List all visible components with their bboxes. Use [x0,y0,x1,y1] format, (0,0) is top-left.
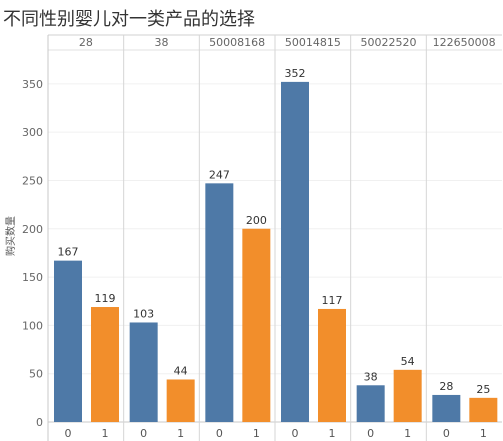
x-tick-label-38-1: 1 [177,427,184,440]
x-tick-label-50022520-1: 1 [404,427,411,440]
bar-50022520-0 [356,385,385,422]
y-tick-label-250: 250 [22,174,43,187]
value-label-50022520-0: 38 [364,370,378,383]
chart-title: 不同性别婴儿对一类产品的选择 [3,9,255,30]
x-tick-label-28-0: 0 [65,427,72,440]
x-tick-label-50008168-1: 1 [253,427,260,440]
facet-label-50014815: 50014815 [285,36,341,49]
value-label-38-0: 103 [133,307,154,320]
bar-122650008-1 [469,397,498,422]
value-label-50014815-1: 117 [322,294,343,307]
bar-122650008-0 [432,394,461,422]
bar-50022520-1 [393,369,422,422]
value-label-50008168-1: 200 [246,214,267,227]
value-label-122650008-0: 28 [439,380,453,393]
value-label-50014815-0: 352 [285,67,306,80]
value-label-38-1: 44 [174,364,188,377]
x-tick-label-50014815-1: 1 [329,427,336,440]
value-label-50008168-0: 247 [209,168,230,181]
facet-label-28: 28 [79,36,93,49]
bar-50008168-0 [205,183,234,422]
bar-50014815-0 [281,81,309,422]
bar-layer [54,81,498,422]
x-tick-label-38-0: 0 [140,427,147,440]
y-tick-label-300: 300 [22,126,43,139]
x-tick-label-50008168-0: 0 [216,427,223,440]
facet-label-50022520: 50022520 [361,36,417,49]
y-axis-title: 购买数量 [4,216,17,256]
bar-50008168-1 [242,228,271,422]
bar-28-1 [91,307,119,422]
y-tick-label-0: 0 [36,416,43,429]
y-tick-label-50: 50 [29,368,43,381]
x-tick-label-50014815-0: 0 [292,427,299,440]
x-tick-label-122650008-1: 1 [480,427,487,440]
facet-label-122650008: 122650008 [433,36,496,49]
label-layer: 0501001502002503003502816701191381030441… [22,36,496,440]
y-tick-label-150: 150 [22,271,43,284]
bar-50014815-1 [318,308,346,422]
value-label-122650008-1: 25 [476,383,490,396]
y-tick-label-100: 100 [22,319,43,332]
frame-layer [47,34,502,441]
facet-label-38: 38 [155,36,169,49]
x-tick-label-50022520-0: 0 [367,427,374,440]
value-label-28-1: 119 [95,292,116,305]
y-tick-label-200: 200 [22,223,43,236]
facet-label-50008168: 50008168 [209,36,265,49]
x-tick-label-122650008-0: 0 [443,427,450,440]
bar-38-0 [129,322,158,422]
bar-28-0 [54,260,82,422]
value-label-28-0: 167 [58,246,79,259]
value-label-50022520-1: 54 [401,355,415,368]
x-tick-label-28-1: 1 [102,427,109,440]
y-tick-label-350: 350 [22,78,43,91]
bar-38-1 [166,379,195,422]
